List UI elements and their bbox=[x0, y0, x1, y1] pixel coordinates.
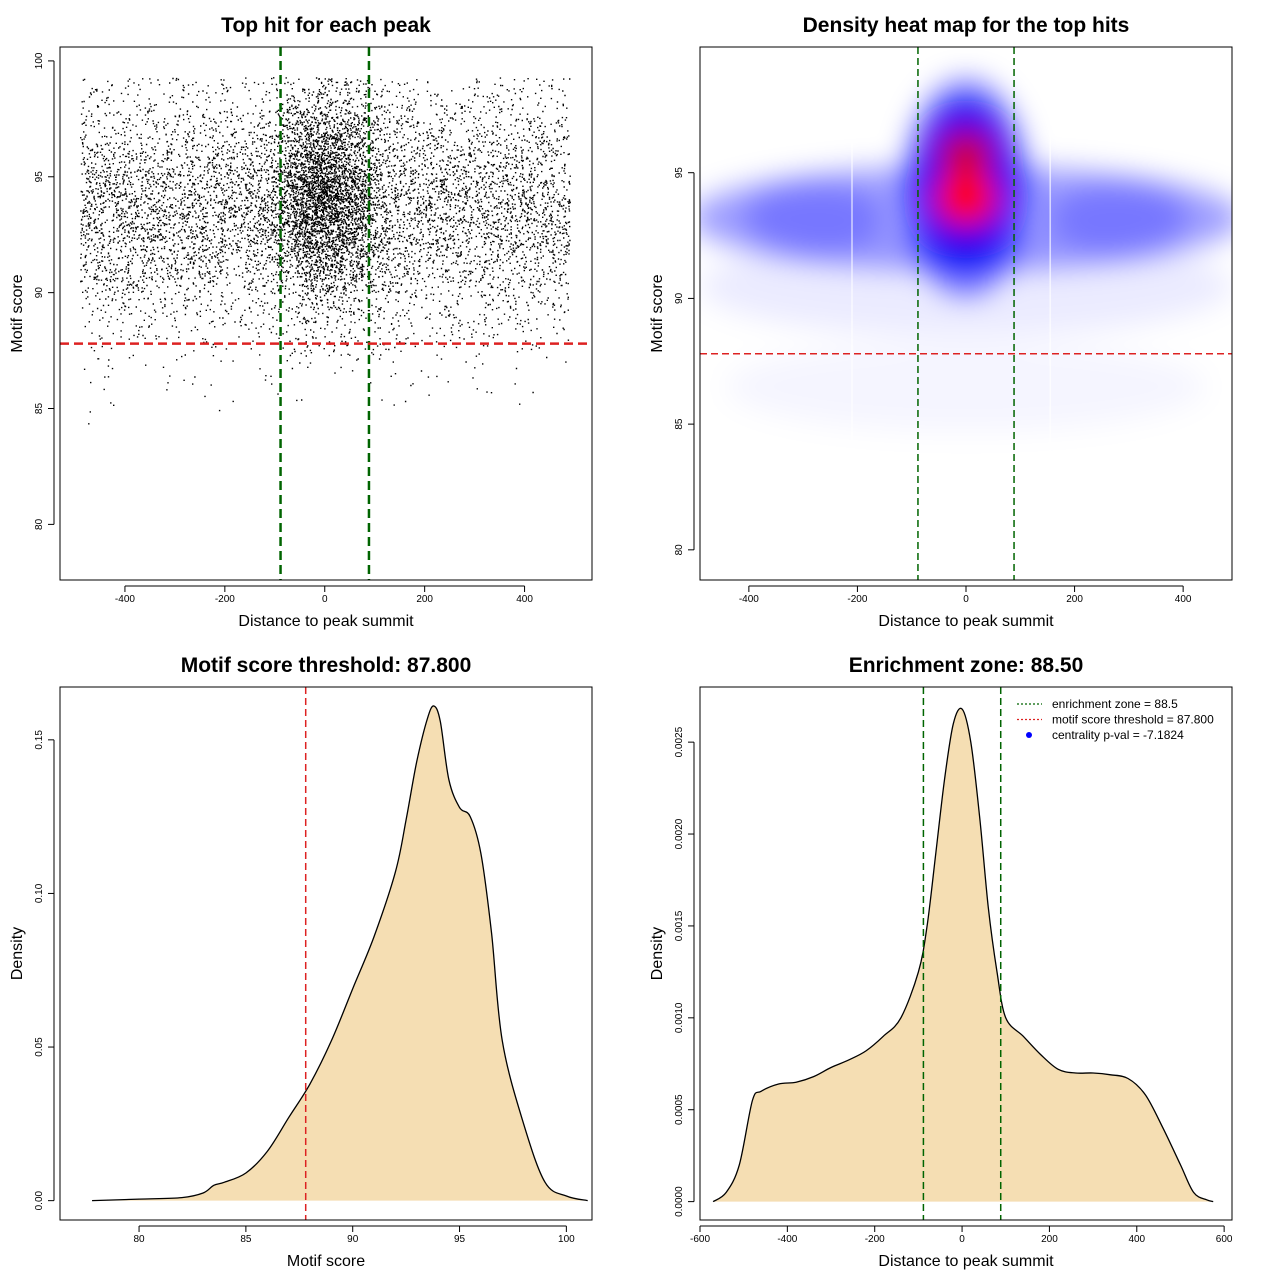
x-tick-label: 400 bbox=[516, 594, 533, 605]
legend: enrichment zone = 88.5 motif score thresh… bbox=[1017, 697, 1214, 742]
chart-title: Top hit for each peak bbox=[221, 14, 431, 37]
y-tick-label: 0.0000 bbox=[674, 1186, 685, 1217]
density-curve bbox=[92, 705, 588, 1202]
y-tick-label: 80 bbox=[34, 518, 45, 530]
y-tick-label: 0.0015 bbox=[674, 910, 685, 941]
y-tick-label: 0.0020 bbox=[674, 818, 685, 849]
y-tick-label: 0.00 bbox=[34, 1190, 45, 1210]
x-axis-label: Motif score bbox=[287, 1253, 365, 1270]
heat-hotspot bbox=[936, 169, 996, 226]
x-tick-label: 90 bbox=[347, 1234, 359, 1245]
heatmap-layer bbox=[700, 47, 1232, 580]
y-axis-label: Motif score bbox=[649, 274, 666, 352]
chart-title: Motif score threshold: 87.800 bbox=[181, 654, 472, 677]
x-tick-label: -200 bbox=[865, 1234, 885, 1245]
density-area bbox=[713, 708, 1214, 1202]
x-tick-label: 400 bbox=[1175, 594, 1192, 605]
y-tick-label: 95 bbox=[674, 167, 685, 179]
y-tick-label: 0.10 bbox=[34, 883, 45, 903]
y-tick-label: 90 bbox=[674, 292, 685, 304]
y-axis-label: Density bbox=[649, 927, 666, 980]
heatmap-panel: Density heat map for the top hits Distanc… bbox=[649, 14, 1233, 630]
heat-hotspot bbox=[744, 183, 884, 252]
scatter-point bbox=[80, 77, 571, 425]
x-axis-label: Distance to peak summit bbox=[238, 613, 414, 630]
x-tick-label: 0 bbox=[322, 594, 328, 605]
heat-hotspot bbox=[940, 131, 992, 179]
motif-score-density-panel: Motif score threshold: 87.800 Motif score… bbox=[9, 654, 593, 1270]
x-tick-label: -400 bbox=[115, 594, 135, 605]
x-tick-label: 600 bbox=[1216, 1234, 1233, 1245]
legend-entry-label: enrichment zone = 88.5 bbox=[1052, 697, 1178, 711]
legend-entry-label: motif score threshold = 87.800 bbox=[1052, 713, 1214, 727]
x-tick-label: -600 bbox=[690, 1234, 710, 1245]
scatter-points bbox=[80, 77, 571, 425]
density-area bbox=[92, 705, 588, 1201]
x-tick-label: 200 bbox=[1041, 1234, 1058, 1245]
plot-border bbox=[699, 686, 1233, 1221]
y-tick-label: 0.15 bbox=[34, 730, 45, 750]
y-tick-label: 0.05 bbox=[34, 1037, 45, 1057]
y-tick-label: 85 bbox=[34, 403, 45, 415]
x-axis-label: Distance to peak summit bbox=[878, 613, 1054, 630]
x-axis-label: Distance to peak summit bbox=[878, 1253, 1054, 1270]
plot-border bbox=[59, 46, 593, 581]
heat-hotspot bbox=[1048, 183, 1188, 252]
x-tick-label: 95 bbox=[454, 1234, 466, 1245]
distance-density-panel: Enrichment zone: 88.50 Distance to peak s… bbox=[649, 654, 1233, 1270]
x-tick-label: 100 bbox=[558, 1234, 575, 1245]
y-axis-label: Motif score bbox=[9, 274, 26, 352]
y-tick-label: 100 bbox=[34, 52, 45, 69]
scatter-panel: Top hit for each peak Distance to peak su… bbox=[9, 14, 593, 630]
x-tick-label: -400 bbox=[777, 1234, 797, 1245]
y-tick-label: 85 bbox=[674, 418, 685, 430]
y-tick-label: 80 bbox=[674, 544, 685, 556]
y-tick-label: 95 bbox=[34, 171, 45, 183]
heat-cells bbox=[700, 79, 1232, 432]
y-tick-label: 0.0005 bbox=[674, 1094, 685, 1125]
legend-entry-label: centrality p-val = -7.1824 bbox=[1052, 728, 1184, 742]
x-tick-label: 0 bbox=[959, 1234, 965, 1245]
chart-title: Density heat map for the top hits bbox=[803, 14, 1130, 37]
plot-border bbox=[699, 46, 1233, 581]
heat-band-faint bbox=[726, 341, 1206, 432]
x-tick-label: 400 bbox=[1128, 1234, 1145, 1245]
x-tick-label: -200 bbox=[215, 594, 235, 605]
chart-title: Enrichment zone: 88.50 bbox=[849, 654, 1084, 677]
plot-border bbox=[59, 686, 593, 1221]
x-tick-label: -200 bbox=[847, 594, 867, 605]
y-tick-label: 0.0010 bbox=[674, 1002, 685, 1033]
x-tick-label: 200 bbox=[1066, 594, 1083, 605]
y-tick-label: 90 bbox=[34, 287, 45, 299]
y-tick-label: 0.0025 bbox=[674, 726, 685, 757]
x-tick-label: 85 bbox=[240, 1234, 252, 1245]
x-tick-label: 80 bbox=[133, 1234, 145, 1245]
density-curve bbox=[712, 707, 1214, 1203]
y-axis-label: Density bbox=[9, 927, 26, 980]
x-tick-label: -400 bbox=[739, 594, 759, 605]
x-tick-label: 200 bbox=[416, 594, 433, 605]
x-tick-label: 0 bbox=[963, 594, 969, 605]
legend-marker bbox=[1026, 732, 1032, 738]
